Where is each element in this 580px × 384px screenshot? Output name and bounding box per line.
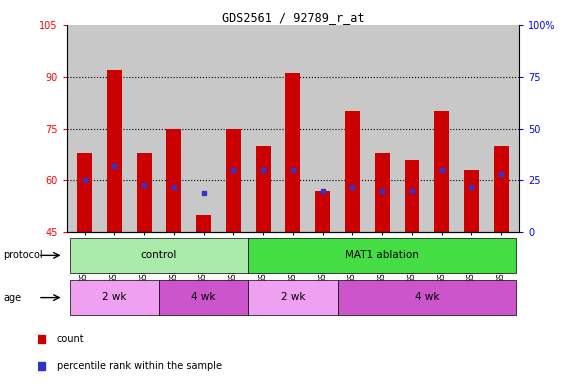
Text: age: age xyxy=(3,293,21,303)
Bar xyxy=(196,215,211,232)
Text: count: count xyxy=(57,334,85,344)
Text: 4 wk: 4 wk xyxy=(415,292,439,302)
FancyBboxPatch shape xyxy=(248,280,338,315)
Bar xyxy=(464,170,479,232)
FancyBboxPatch shape xyxy=(338,280,516,315)
Bar xyxy=(375,153,390,232)
Bar xyxy=(137,153,151,232)
Bar xyxy=(226,129,241,232)
Bar xyxy=(256,146,271,232)
FancyBboxPatch shape xyxy=(70,280,159,315)
Bar xyxy=(434,111,449,232)
Bar xyxy=(107,70,122,232)
Title: GDS2561 / 92789_r_at: GDS2561 / 92789_r_at xyxy=(222,11,364,24)
Text: MAT1 ablation: MAT1 ablation xyxy=(345,250,419,260)
Text: protocol: protocol xyxy=(3,250,42,260)
Text: 2 wk: 2 wk xyxy=(102,292,126,302)
FancyBboxPatch shape xyxy=(159,280,248,315)
Bar xyxy=(166,129,182,232)
Bar xyxy=(404,160,419,232)
Bar xyxy=(494,146,509,232)
Text: percentile rank within the sample: percentile rank within the sample xyxy=(57,361,222,371)
FancyBboxPatch shape xyxy=(248,238,516,273)
Bar xyxy=(77,153,92,232)
FancyBboxPatch shape xyxy=(70,238,248,273)
Bar xyxy=(315,191,330,232)
Bar xyxy=(285,73,300,232)
Text: 2 wk: 2 wk xyxy=(281,292,305,302)
Bar xyxy=(345,111,360,232)
Text: control: control xyxy=(141,250,177,260)
Text: 4 wk: 4 wk xyxy=(191,292,216,302)
